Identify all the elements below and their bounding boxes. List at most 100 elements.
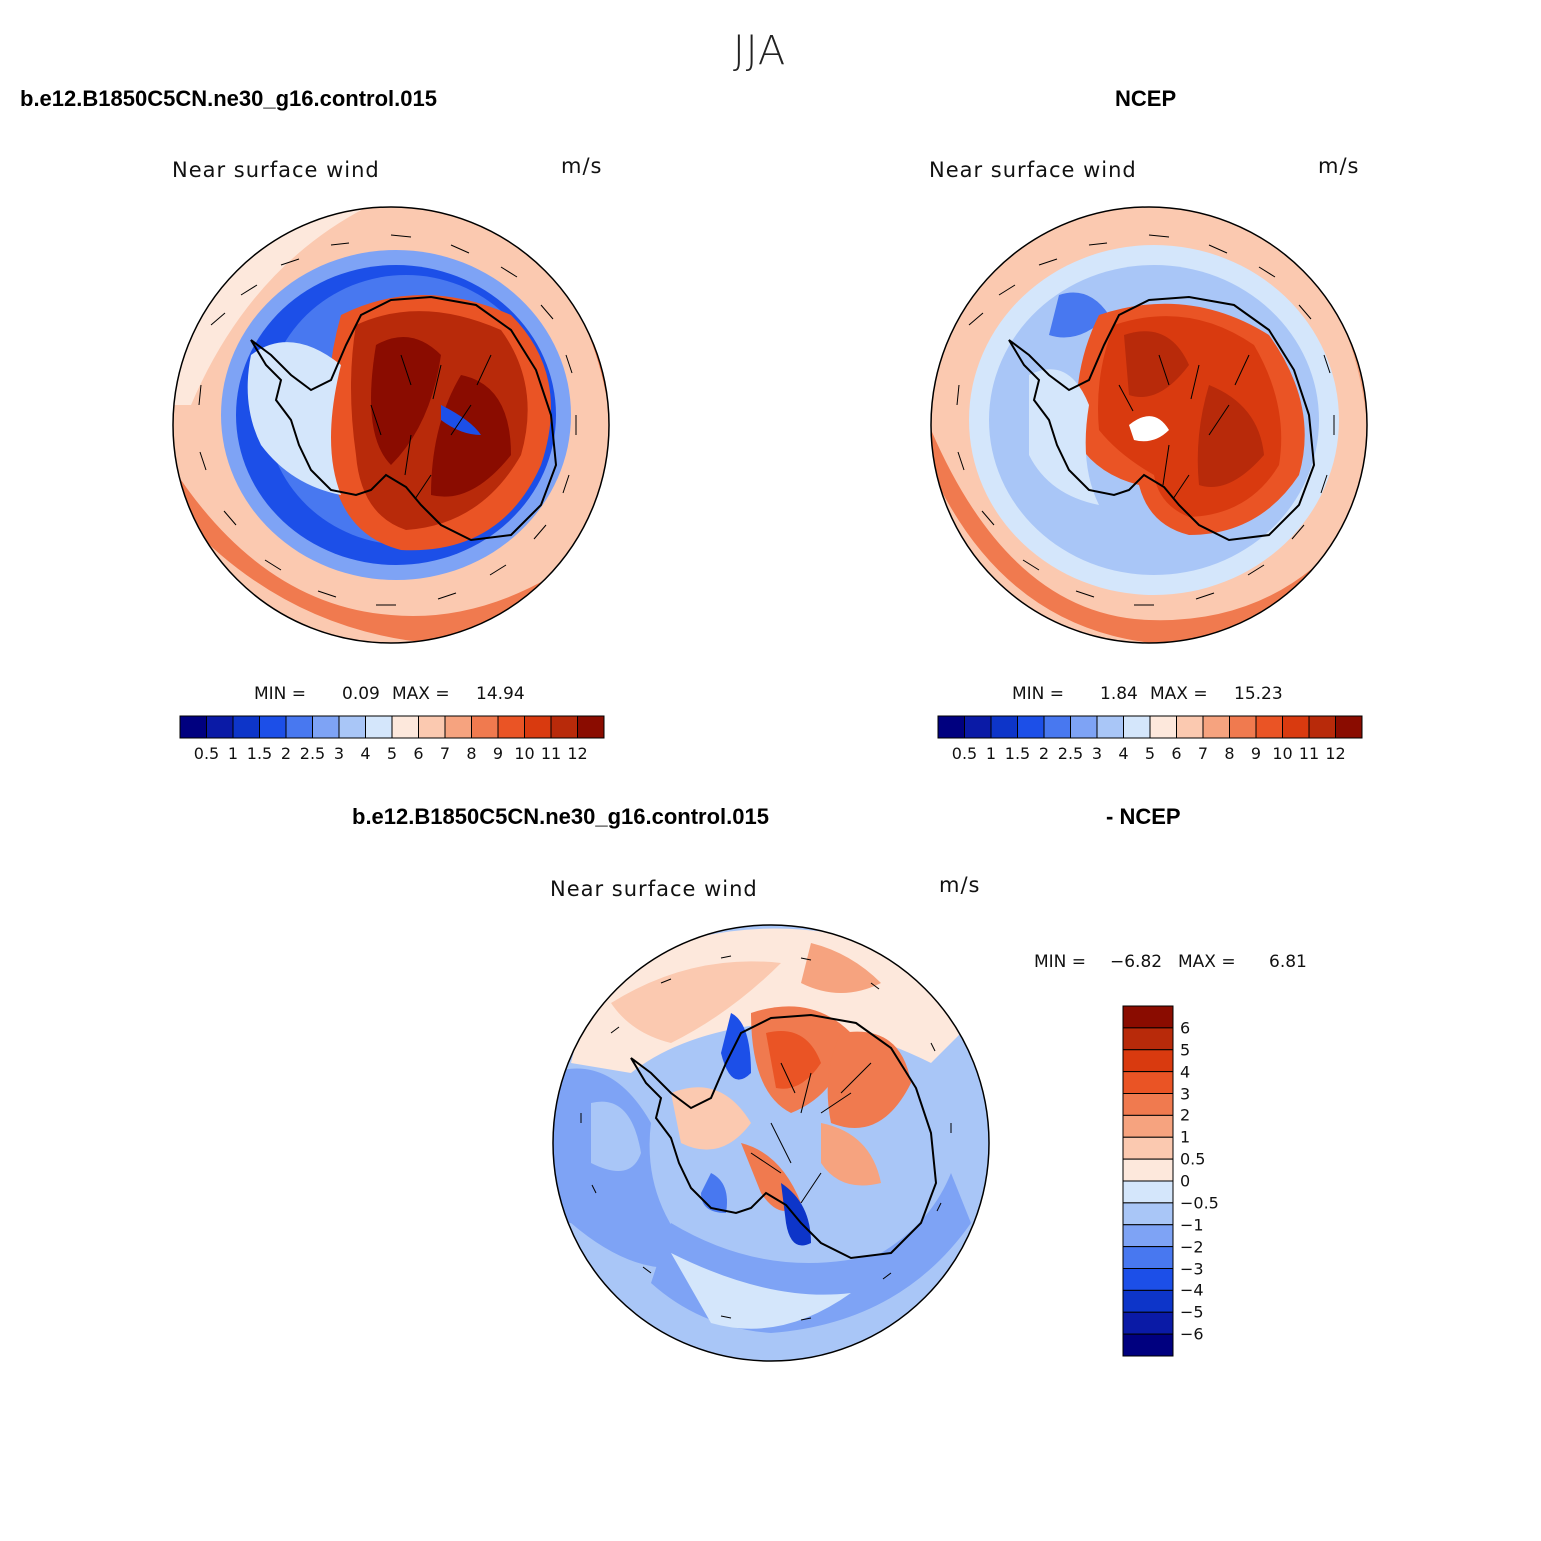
obs-colorbar-swatch bbox=[1335, 715, 1363, 739]
diff-colorbar-tick-label: −5 bbox=[1180, 1302, 1204, 1322]
diff-colorbar-tick-label: 0 bbox=[1180, 1171, 1191, 1191]
obs-colorbar-tick-label: 12 bbox=[1325, 744, 1346, 763]
model-units-label: m/s bbox=[561, 154, 603, 178]
diff-min-label: MIN = bbox=[1034, 952, 1087, 972]
model-colorbar-labels: 0.5 1 1.5 2 2.5 3 4 5 6 7 8 9 10 11 12 bbox=[180, 744, 604, 764]
diff-max-value: 6.81 bbox=[1269, 952, 1307, 972]
figure-title: JJA bbox=[733, 28, 787, 74]
obs-colorbar-tick-label: 2 bbox=[1038, 744, 1050, 763]
diff-colorbar-tick-label: −3 bbox=[1180, 1259, 1204, 1278]
diff-colorbar-swatch bbox=[1122, 1136, 1174, 1160]
model-polar-map bbox=[172, 206, 610, 644]
diff-max-label: MAX = bbox=[1178, 952, 1236, 972]
model-colorbar-tick-label: 7 bbox=[439, 744, 451, 763]
model-colorbar-tick-label: 3 bbox=[333, 744, 345, 763]
obs-colorbar-swatch bbox=[1043, 715, 1071, 739]
obs-max-value: 15.23 bbox=[1234, 684, 1283, 704]
model-colorbar-tick-label: 1 bbox=[227, 744, 239, 763]
obs-units-label: m/s bbox=[1318, 154, 1360, 178]
diff-min-value: −6.82 bbox=[1110, 952, 1163, 972]
obs-colorbar-tick-label: 4 bbox=[1118, 744, 1129, 763]
obs-colorbar-tick-label: 10 bbox=[1272, 744, 1293, 763]
obs-colorbar-tick-label: 8 bbox=[1224, 744, 1235, 763]
model-colorbar-swatch bbox=[444, 715, 472, 739]
diff-case-suffix: - NCEP bbox=[1106, 804, 1181, 829]
diff-colorbar-tick-label: 0.5 bbox=[1180, 1149, 1206, 1169]
model-colorbar-swatch bbox=[312, 715, 340, 739]
obs-colorbar-swatch bbox=[1070, 715, 1098, 739]
model-colorbar-swatch bbox=[524, 715, 552, 739]
obs-colorbar-tick-label: 0.5 bbox=[951, 744, 978, 763]
obs-colorbar-swatch bbox=[1255, 715, 1283, 739]
diff-colorbar-swatch bbox=[1122, 1268, 1174, 1291]
model-colorbar-swatch bbox=[418, 715, 446, 739]
obs-colorbar-swatch bbox=[1123, 715, 1151, 739]
diff-colorbar-tick-label: −4 bbox=[1180, 1280, 1204, 1300]
model-colorbar-swatch bbox=[179, 715, 207, 739]
diff-polar-map bbox=[552, 924, 990, 1362]
model-colorbar-tick-label: 8 bbox=[466, 744, 477, 763]
obs-max-label: MAX = bbox=[1150, 684, 1208, 704]
diff-colorbar-tick-label: 2 bbox=[1180, 1105, 1191, 1125]
model-colorbar-tick-label: 2 bbox=[280, 744, 292, 763]
diff-colorbar-swatch bbox=[1122, 1071, 1174, 1094]
model-max-label: MAX = bbox=[392, 684, 450, 704]
obs-colorbar-tick-label: 1.5 bbox=[1004, 744, 1031, 763]
diff-colorbar-tick-label: −1 bbox=[1180, 1215, 1204, 1235]
diff-colorbar-tick-label: −2 bbox=[1180, 1237, 1204, 1257]
obs-colorbar-swatch bbox=[990, 715, 1018, 739]
diff-colorbar-swatch bbox=[1122, 1027, 1174, 1051]
model-colorbar-swatch bbox=[338, 715, 366, 739]
diff-units-label: m/s bbox=[939, 873, 981, 897]
obs-colorbar-swatch bbox=[1149, 715, 1177, 739]
obs-colorbar-tick-label: 2.5 bbox=[1057, 744, 1084, 763]
obs-colorbar-swatch bbox=[1308, 715, 1336, 739]
model-colorbar-tick-label: 1.5 bbox=[246, 744, 273, 763]
model-variable-label: Near surface wind bbox=[172, 158, 380, 182]
diff-colorbar-tick-label: 6 bbox=[1180, 1018, 1191, 1038]
obs-min-label: MIN = bbox=[1012, 684, 1065, 704]
obs-colorbar-labels: 0.5 1 1.5 2 2.5 3 4 5 6 7 8 9 10 11 12 bbox=[938, 744, 1362, 764]
diff-colorbar-tick-label: 1 bbox=[1180, 1127, 1191, 1147]
model-colorbar-tick-label: 6 bbox=[413, 744, 424, 763]
obs-colorbar-tick-label: 6 bbox=[1171, 744, 1182, 763]
diff-colorbar bbox=[1122, 1005, 1174, 1357]
obs-colorbar-swatch bbox=[1282, 715, 1310, 739]
model-case-title: b.e12.B1850C5CN.ne30_g16.control.015 bbox=[20, 86, 437, 111]
obs-colorbar bbox=[937, 715, 1363, 739]
obs-colorbar-tick-label: 7 bbox=[1197, 744, 1209, 763]
diff-colorbar-tick-label: 3 bbox=[1180, 1084, 1191, 1103]
diff-colorbar-swatch bbox=[1122, 1180, 1174, 1204]
diff-colorbar-swatch bbox=[1122, 1005, 1174, 1029]
diff-variable-label: Near surface wind bbox=[550, 877, 758, 901]
model-colorbar-swatch bbox=[550, 715, 578, 739]
diff-colorbar-tick-label: −6 bbox=[1180, 1324, 1204, 1344]
diff-colorbar-swatch bbox=[1122, 1114, 1174, 1138]
diff-colorbar-swatch bbox=[1122, 1246, 1174, 1269]
model-max-value: 14.94 bbox=[476, 684, 525, 704]
model-colorbar-swatch bbox=[365, 715, 393, 739]
model-colorbar-swatch bbox=[259, 715, 287, 739]
obs-colorbar-tick-label: 11 bbox=[1298, 744, 1320, 763]
model-colorbar-tick-label: 11 bbox=[540, 744, 562, 763]
obs-colorbar-swatch bbox=[937, 715, 965, 739]
obs-colorbar-tick-label: 5 bbox=[1144, 744, 1156, 763]
model-min-value: 0.09 bbox=[342, 684, 380, 704]
diff-colorbar-swatch bbox=[1122, 1311, 1174, 1335]
model-colorbar-tick-label: 9 bbox=[492, 744, 504, 763]
obs-colorbar-swatch bbox=[1096, 715, 1124, 739]
diff-colorbar-swatch bbox=[1122, 1289, 1174, 1313]
diff-colorbar-tick-label: −0.5 bbox=[1180, 1193, 1219, 1213]
model-colorbar-tick-label: 4 bbox=[360, 744, 371, 763]
diff-colorbar-swatch bbox=[1122, 1049, 1174, 1073]
diff-colorbar-labels: 6 5 4 3 2 1 0.5 0 −0.5 −1 −2 −3 −4 −5 −6 bbox=[1180, 1006, 1240, 1356]
diff-colorbar-swatch bbox=[1122, 1202, 1174, 1226]
diff-colorbar-tick-label: 4 bbox=[1180, 1062, 1191, 1082]
model-min-label: MIN = bbox=[254, 684, 307, 704]
diff-colorbar-tick-label: 5 bbox=[1180, 1040, 1191, 1060]
model-colorbar-tick-label: 2.5 bbox=[299, 744, 326, 763]
model-colorbar-swatch bbox=[497, 715, 525, 739]
model-colorbar-tick-label: 10 bbox=[514, 744, 535, 763]
diff-colorbar-swatch bbox=[1122, 1333, 1174, 1357]
diff-colorbar-swatch bbox=[1122, 1224, 1174, 1248]
